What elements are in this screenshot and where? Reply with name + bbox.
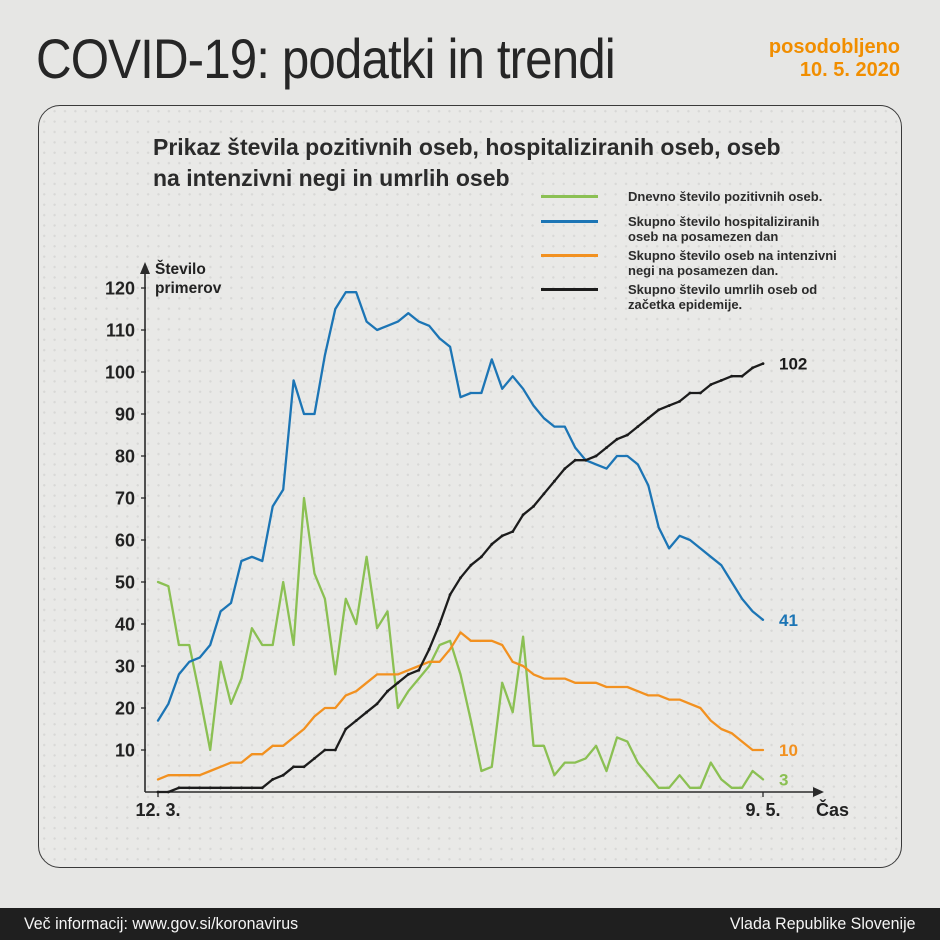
footer-info-text: Več informacij: www.gov.si/koronavirus (24, 914, 299, 933)
updated-badge: posodobljeno 10. 5. 2020 (769, 36, 900, 82)
legend-swatch-line (541, 220, 598, 223)
chart-title-line1: Prikaz števila pozitivnih oseb, hospital… (153, 134, 781, 160)
legend-item-3: Skupno število umrlih oseb od začetka ep… (541, 282, 843, 312)
legend-label: Skupno število oseb na intenzivni negi n… (628, 248, 837, 278)
updated-word: posodobljeno (768, 36, 900, 58)
legend-item-2: Skupno število oseb na intenzivni negi n… (541, 248, 843, 278)
legend-label: Skupno število hospitaliziranih oseb na … (628, 214, 820, 244)
chart-panel: Prikaz števila pozitivnih oseb, hospital… (38, 105, 902, 868)
legend-label: Skupno število umrlih oseb od začetka ep… (628, 282, 818, 312)
legend-item-0: Dnevno število pozitivnih oseb. (541, 189, 843, 204)
legend-swatch-line (541, 254, 598, 257)
legend-swatch-line (541, 195, 598, 198)
updated-date: 10. 5. 2020 (799, 59, 900, 81)
page-title: COVID-19: podatki in trendi (36, 27, 616, 90)
chart-legend: Dnevno število pozitivnih oseb. Skupno št… (541, 189, 843, 312)
legend-label: Dnevno število pozitivnih oseb. (628, 189, 823, 204)
footer-brand: Vlada Republike Slovenije (730, 914, 916, 933)
legend-swatch-line (541, 288, 598, 291)
chart-title-line2: na intenzivni negi in umrlih oseb (153, 165, 510, 191)
footer-bar: Več informacij: www.gov.si/koronavirus V… (0, 908, 940, 940)
chart-title: Prikaz števila pozitivnih oseb, hospital… (153, 132, 781, 194)
legend-item-1: Skupno število hospitaliziranih oseb na … (541, 214, 843, 244)
